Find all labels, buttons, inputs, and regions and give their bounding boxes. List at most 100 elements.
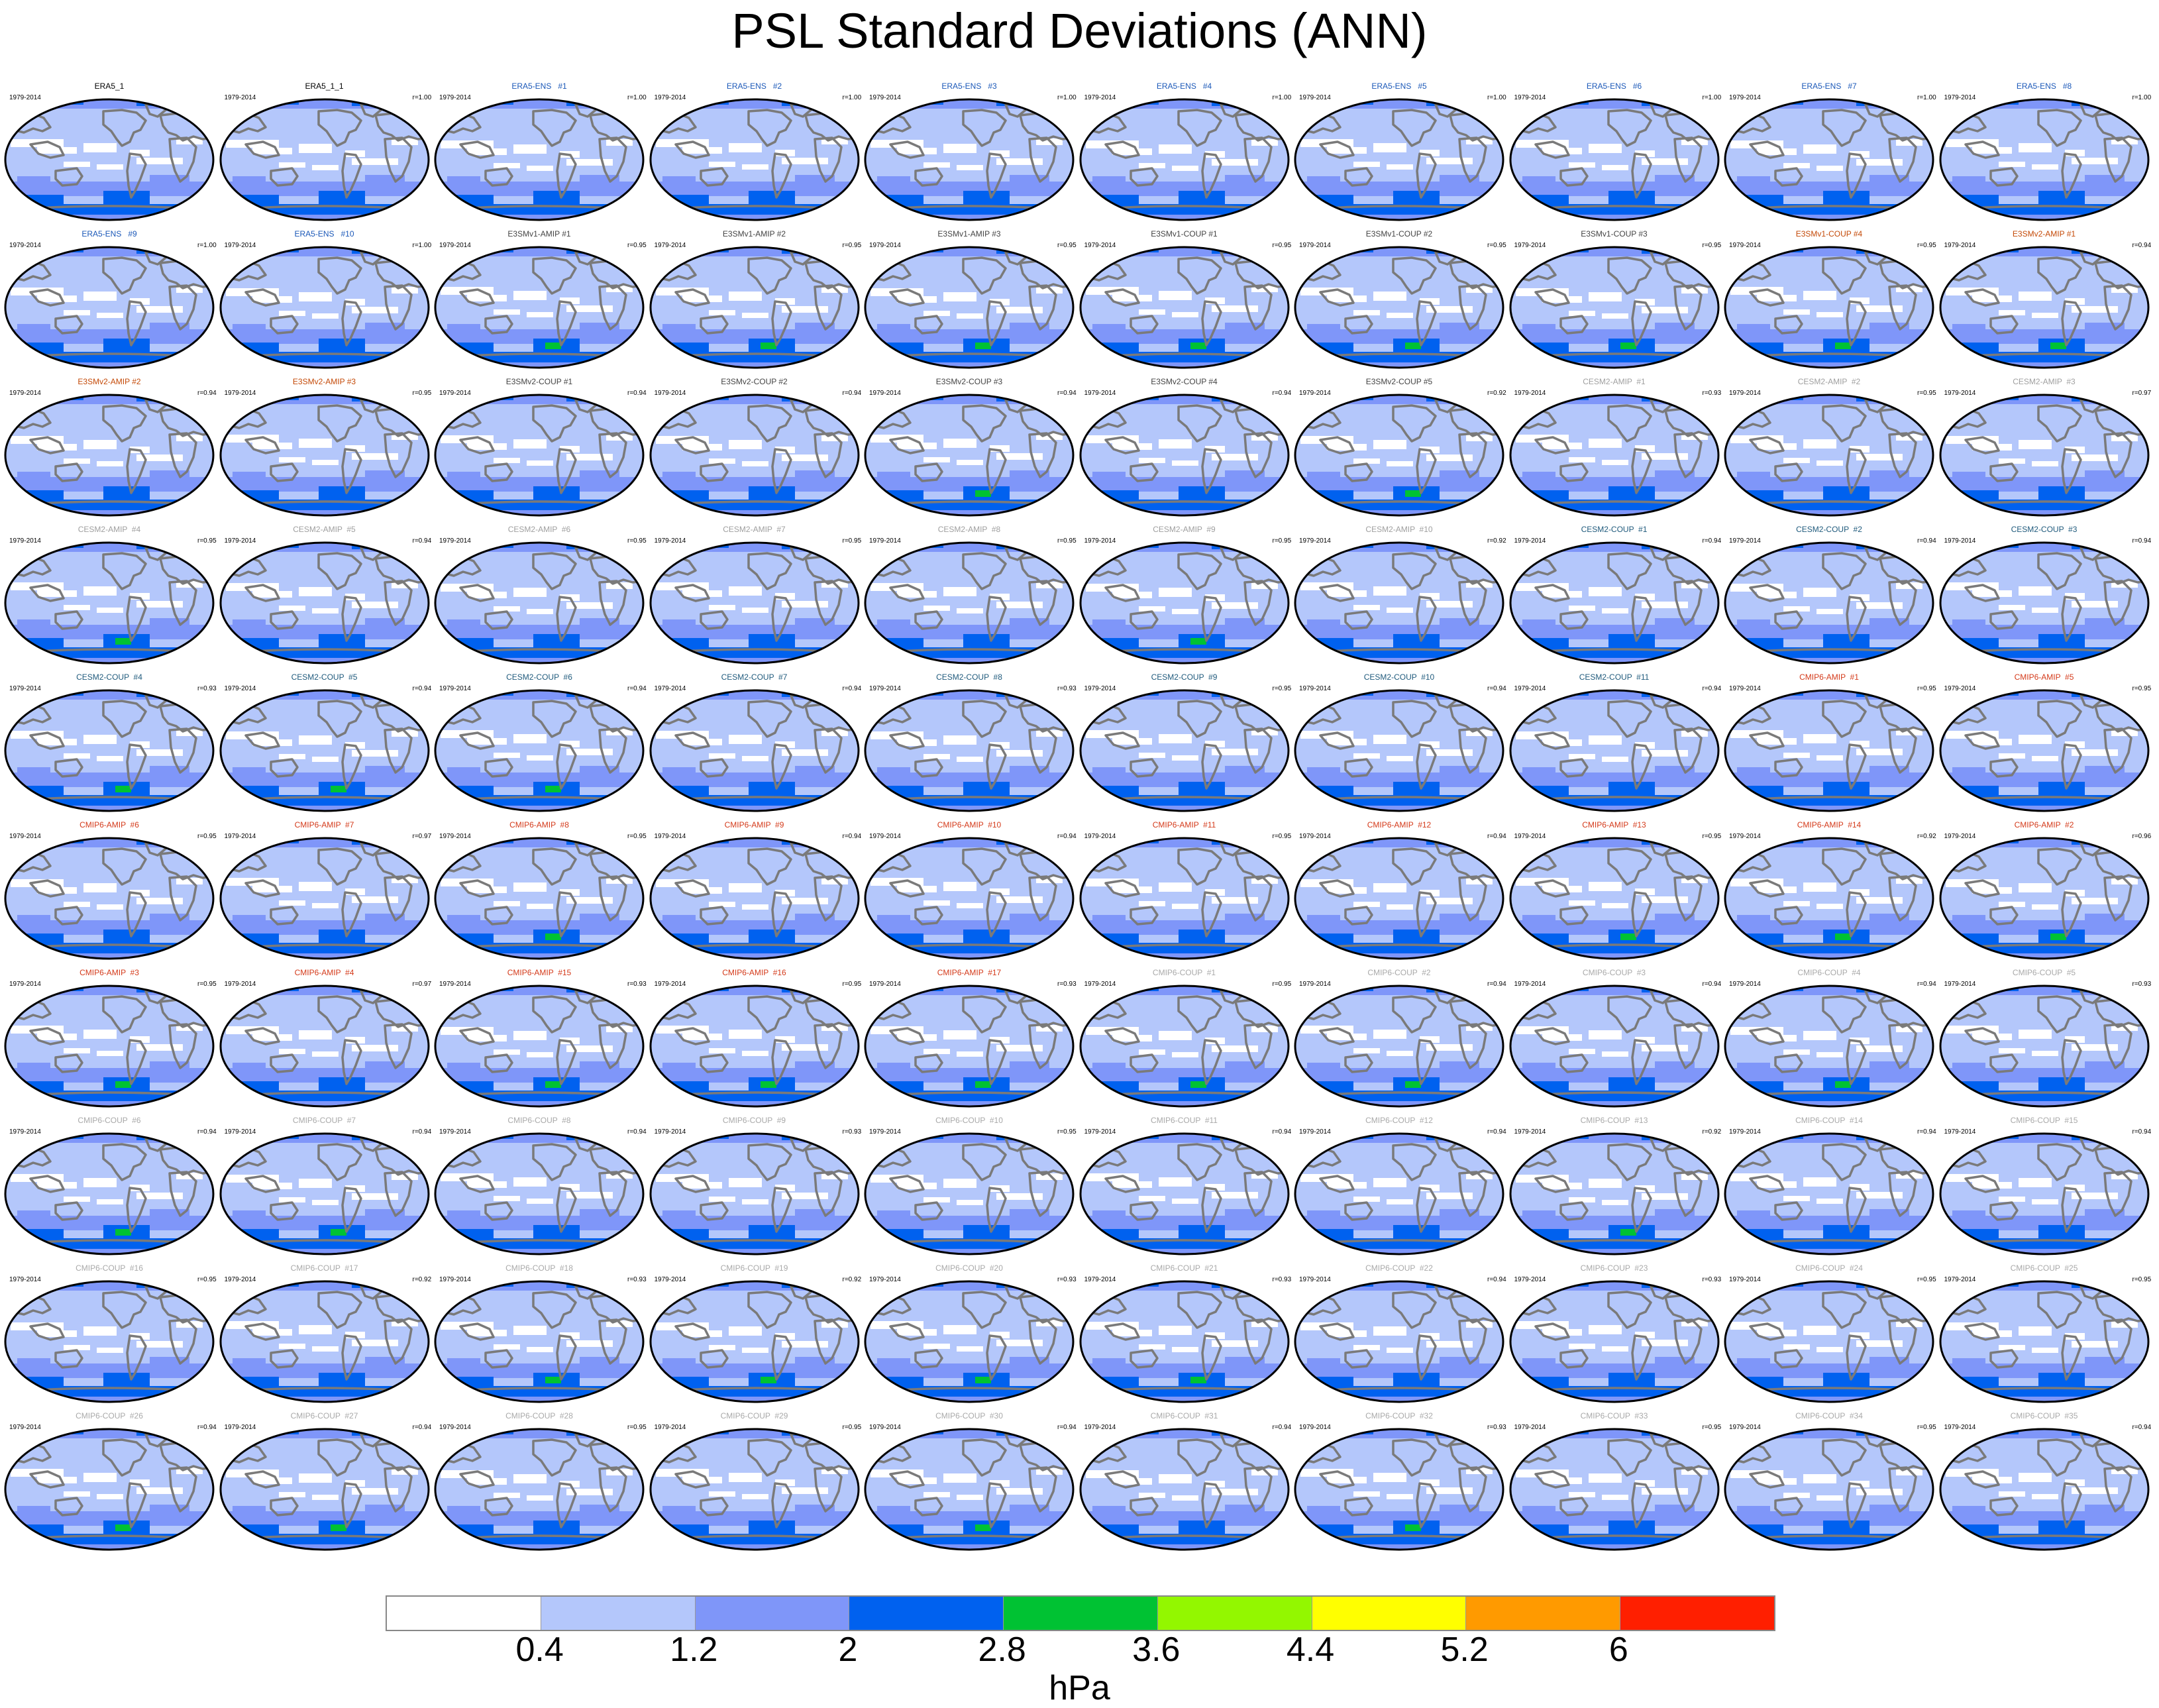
robinson-map bbox=[864, 837, 1075, 960]
panel-correlation: r=0.95 bbox=[197, 1276, 217, 1283]
panel-years: 1979-2014 bbox=[1084, 1128, 1116, 1136]
panel-name: CMIP6-AMIP #9 bbox=[724, 820, 784, 829]
map-panel: 1979-2014 CESM2-AMIP #4 r=0.95 bbox=[4, 525, 217, 666]
panel-name: ERA5-ENS #9 bbox=[81, 229, 137, 239]
panel-years: 1979-2014 bbox=[1944, 981, 1976, 988]
panel-years: 1979-2014 bbox=[224, 390, 256, 397]
panel-name: CMIP6-COUP #33 bbox=[1580, 1411, 1648, 1420]
panel-name: CMIP6-COUP #23 bbox=[1580, 1263, 1648, 1273]
panel-correlation: r=0.95 bbox=[842, 242, 862, 249]
panel-years: 1979-2014 bbox=[1729, 981, 1761, 988]
panel-correlation: r=0.94 bbox=[1917, 981, 1936, 988]
panel-years: 1979-2014 bbox=[1514, 981, 1546, 988]
panel-name: CMIP6-COUP #3 bbox=[1582, 968, 1646, 977]
robinson-map bbox=[1294, 985, 1504, 1108]
panel-years: 1979-2014 bbox=[869, 1128, 901, 1136]
robinson-map bbox=[219, 541, 429, 665]
robinson-map bbox=[1079, 1428, 1289, 1551]
panel-name: ERA5-ENS #10 bbox=[294, 229, 354, 239]
colorbar-box bbox=[1157, 1597, 1312, 1630]
robinson-map bbox=[434, 541, 645, 665]
panel-correlation: r=0.95 bbox=[1057, 242, 1077, 249]
panel-correlation: r=0.94 bbox=[1057, 1424, 1077, 1431]
robinson-map bbox=[649, 1280, 859, 1403]
panel-name: CMIP6-COUP #17 bbox=[290, 1263, 358, 1273]
panel-correlation: r=0.94 bbox=[1702, 537, 1722, 545]
panel-years: 1979-2014 bbox=[1299, 390, 1331, 397]
panel-name: CMIP6-AMIP #5 bbox=[2014, 672, 2074, 682]
panel-correlation: r=1.00 bbox=[412, 94, 432, 101]
robinson-map bbox=[864, 985, 1075, 1108]
panel-correlation: r=1.00 bbox=[1057, 94, 1077, 101]
panel-name: CMIP6-COUP #22 bbox=[1365, 1263, 1433, 1273]
robinson-map bbox=[864, 1132, 1075, 1255]
robinson-map bbox=[219, 1132, 429, 1255]
panel-correlation: r=0.94 bbox=[412, 1128, 432, 1136]
panel-years: 1979-2014 bbox=[9, 1424, 41, 1431]
map-panel: 1979-2014 E3SMv2-COUP #3 r=0.94 bbox=[864, 377, 1077, 518]
panel-name: CMIP6-COUP #25 bbox=[2010, 1263, 2078, 1273]
panel-name: CESM2-COUP #6 bbox=[506, 672, 572, 682]
panel-correlation: r=1.00 bbox=[412, 242, 432, 249]
panel-years: 1979-2014 bbox=[1944, 833, 1976, 840]
map-panel: 1979-2014 E3SMv2-AMIP #3 r=0.95 bbox=[219, 377, 431, 518]
robinson-map bbox=[1509, 1428, 1719, 1551]
panel-correlation: r=0.95 bbox=[197, 537, 217, 545]
panel-name: CMIP6-COUP #11 bbox=[1151, 1116, 1218, 1125]
panel-years: 1979-2014 bbox=[869, 833, 901, 840]
panel-name: CESM2-COUP #2 bbox=[1796, 525, 1862, 534]
map-panel: 1979-2014 CMIP6-COUP #10 r=0.95 bbox=[864, 1116, 1077, 1257]
map-panel: 1979-2014 ERA5-ENS #7 r=1.00 bbox=[1724, 81, 1936, 223]
robinson-map bbox=[4, 985, 215, 1108]
panel-years: 1979-2014 bbox=[1729, 1276, 1761, 1283]
panel-name: CESM2-AMIP #8 bbox=[937, 525, 1001, 534]
robinson-map bbox=[1939, 246, 2149, 369]
panel-correlation: r=0.94 bbox=[412, 1424, 432, 1431]
map-panel: 1979-2014 CESM2-COUP #4 r=0.93 bbox=[4, 672, 217, 814]
panel-name: CMIP6-COUP #27 bbox=[290, 1411, 358, 1420]
panel-years: 1979-2014 bbox=[654, 242, 686, 249]
panel-correlation: r=0.94 bbox=[1702, 981, 1722, 988]
robinson-map bbox=[649, 1132, 859, 1255]
panel-years: 1979-2014 bbox=[439, 833, 471, 840]
panel-years: 1979-2014 bbox=[1299, 242, 1331, 249]
map-panel: 1979-2014 CMIP6-AMIP #11 r=0.95 bbox=[1079, 820, 1291, 961]
panel-name: CMIP6-COUP #30 bbox=[935, 1411, 1003, 1420]
map-panel: 1979-2014 CMIP6-AMIP #4 r=0.97 bbox=[219, 968, 431, 1109]
panel-years: 1979-2014 bbox=[224, 1276, 256, 1283]
panel-name: CESM2-COUP #7 bbox=[721, 672, 788, 682]
map-panel: 1979-2014 CMIP6-COUP #24 r=0.95 bbox=[1724, 1263, 1936, 1405]
panel-years: 1979-2014 bbox=[9, 242, 41, 249]
panel-years: 1979-2014 bbox=[9, 833, 41, 840]
colorbar-tick-label: 4.4 bbox=[1286, 1630, 1335, 1669]
map-panel: 1979-2014 CMIP6-AMIP #2 r=0.96 bbox=[1939, 820, 2151, 961]
panel-correlation: r=0.92 bbox=[1702, 1128, 1722, 1136]
panel-name: CMIP6-COUP #8 bbox=[507, 1116, 571, 1125]
robinson-map bbox=[864, 98, 1075, 221]
colorbar-box bbox=[1004, 1597, 1158, 1630]
panel-name: E3SMv1-COUP #4 bbox=[1795, 229, 1863, 239]
panel-name: ERA5_1_1 bbox=[305, 81, 344, 91]
panel-name: CMIP6-COUP #7 bbox=[292, 1116, 356, 1125]
panel-correlation: r=0.93 bbox=[1057, 981, 1077, 988]
panel-name: CMIP6-COUP #6 bbox=[78, 1116, 141, 1125]
panel-years: 1979-2014 bbox=[1729, 685, 1761, 692]
robinson-map bbox=[4, 1280, 215, 1403]
robinson-map bbox=[434, 985, 645, 1108]
robinson-map bbox=[649, 689, 859, 812]
panel-name: CESM2-AMIP #6 bbox=[507, 525, 571, 534]
panel-correlation: r=0.94 bbox=[1487, 981, 1506, 988]
map-panel: 1979-2014 CMIP6-COUP #29 r=0.95 bbox=[649, 1411, 861, 1552]
panel-correlation: r=0.95 bbox=[1057, 1128, 1077, 1136]
panel-name: CMIP6-AMIP #4 bbox=[294, 968, 354, 977]
panel-name: E3SMv2-COUP #5 bbox=[1365, 377, 1433, 386]
map-panel: 1979-2014 CMIP6-COUP #17 r=0.92 bbox=[219, 1263, 431, 1405]
panel-years: 1979-2014 bbox=[869, 537, 901, 545]
robinson-map bbox=[4, 541, 215, 665]
robinson-map bbox=[1724, 98, 1934, 221]
panel-years: 1979-2014 bbox=[1729, 390, 1761, 397]
panel-name: E3SMv2-AMIP #3 bbox=[292, 377, 356, 386]
robinson-map bbox=[1294, 1428, 1504, 1551]
map-panel: 1979-2014 E3SMv2-COUP #1 r=0.94 bbox=[434, 377, 647, 518]
robinson-map bbox=[1079, 1132, 1289, 1255]
